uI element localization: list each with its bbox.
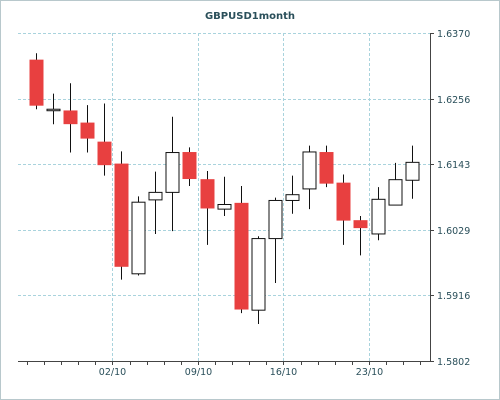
candle-up (268, 197, 283, 284)
y-tick-label: 1.6256 (437, 95, 470, 106)
candle-body (46, 108, 61, 112)
x-tick-label: 23/10 (356, 367, 383, 378)
candle-up (217, 176, 232, 217)
candle-body (148, 191, 163, 201)
candle-down (97, 103, 112, 176)
candle-down (63, 83, 78, 153)
candle-body (80, 122, 95, 139)
candle-body (336, 182, 351, 221)
candle-body (29, 59, 44, 106)
candle-up (165, 116, 180, 232)
candle-body (371, 198, 386, 235)
candle-up (131, 196, 146, 276)
candle-down (319, 145, 334, 188)
y-tick-label: 1.6143 (437, 160, 470, 171)
candle-body (251, 238, 266, 311)
candle-up (405, 145, 420, 199)
candle-down (336, 174, 351, 245)
candle-body (131, 201, 146, 275)
candle-body (302, 151, 317, 190)
chart-title: GBPUSD1month (204, 11, 296, 22)
candle-down (200, 171, 215, 245)
candle-body (319, 152, 334, 184)
candle-body (200, 179, 215, 209)
candle-up (371, 187, 386, 241)
candle-body (182, 152, 197, 180)
candle-down (353, 216, 368, 256)
candle-body (114, 163, 129, 267)
candle-body (97, 141, 112, 166)
candle-body (405, 161, 420, 181)
candle-up (388, 162, 403, 206)
candle-body (63, 110, 78, 125)
y-tick-label: 1.5916 (437, 291, 470, 302)
candle-down (182, 147, 197, 187)
candle-up (251, 236, 266, 325)
candle-down (114, 151, 129, 280)
candle-up (148, 171, 163, 234)
candle-body (234, 202, 249, 310)
candle-down (80, 105, 95, 153)
x-tick-label: 16/10 (270, 367, 297, 378)
candle-down (29, 53, 44, 110)
candle-body (165, 152, 180, 193)
candle-down (234, 186, 249, 314)
y-tick-label: 1.6029 (437, 226, 470, 237)
candle-up (302, 145, 317, 210)
candle-body (217, 204, 232, 210)
x-tick-label: 09/10 (185, 367, 212, 378)
x-tick-label: 02/10 (99, 367, 126, 378)
candle-body (388, 179, 403, 206)
candle-up (285, 175, 300, 214)
candle-up (46, 93, 61, 125)
candle-body (268, 199, 283, 240)
candle-body (285, 194, 300, 201)
y-tick-label: 1.5802 (437, 357, 470, 368)
y-tick-label: 1.6370 (437, 29, 470, 40)
candle-body (353, 220, 368, 229)
